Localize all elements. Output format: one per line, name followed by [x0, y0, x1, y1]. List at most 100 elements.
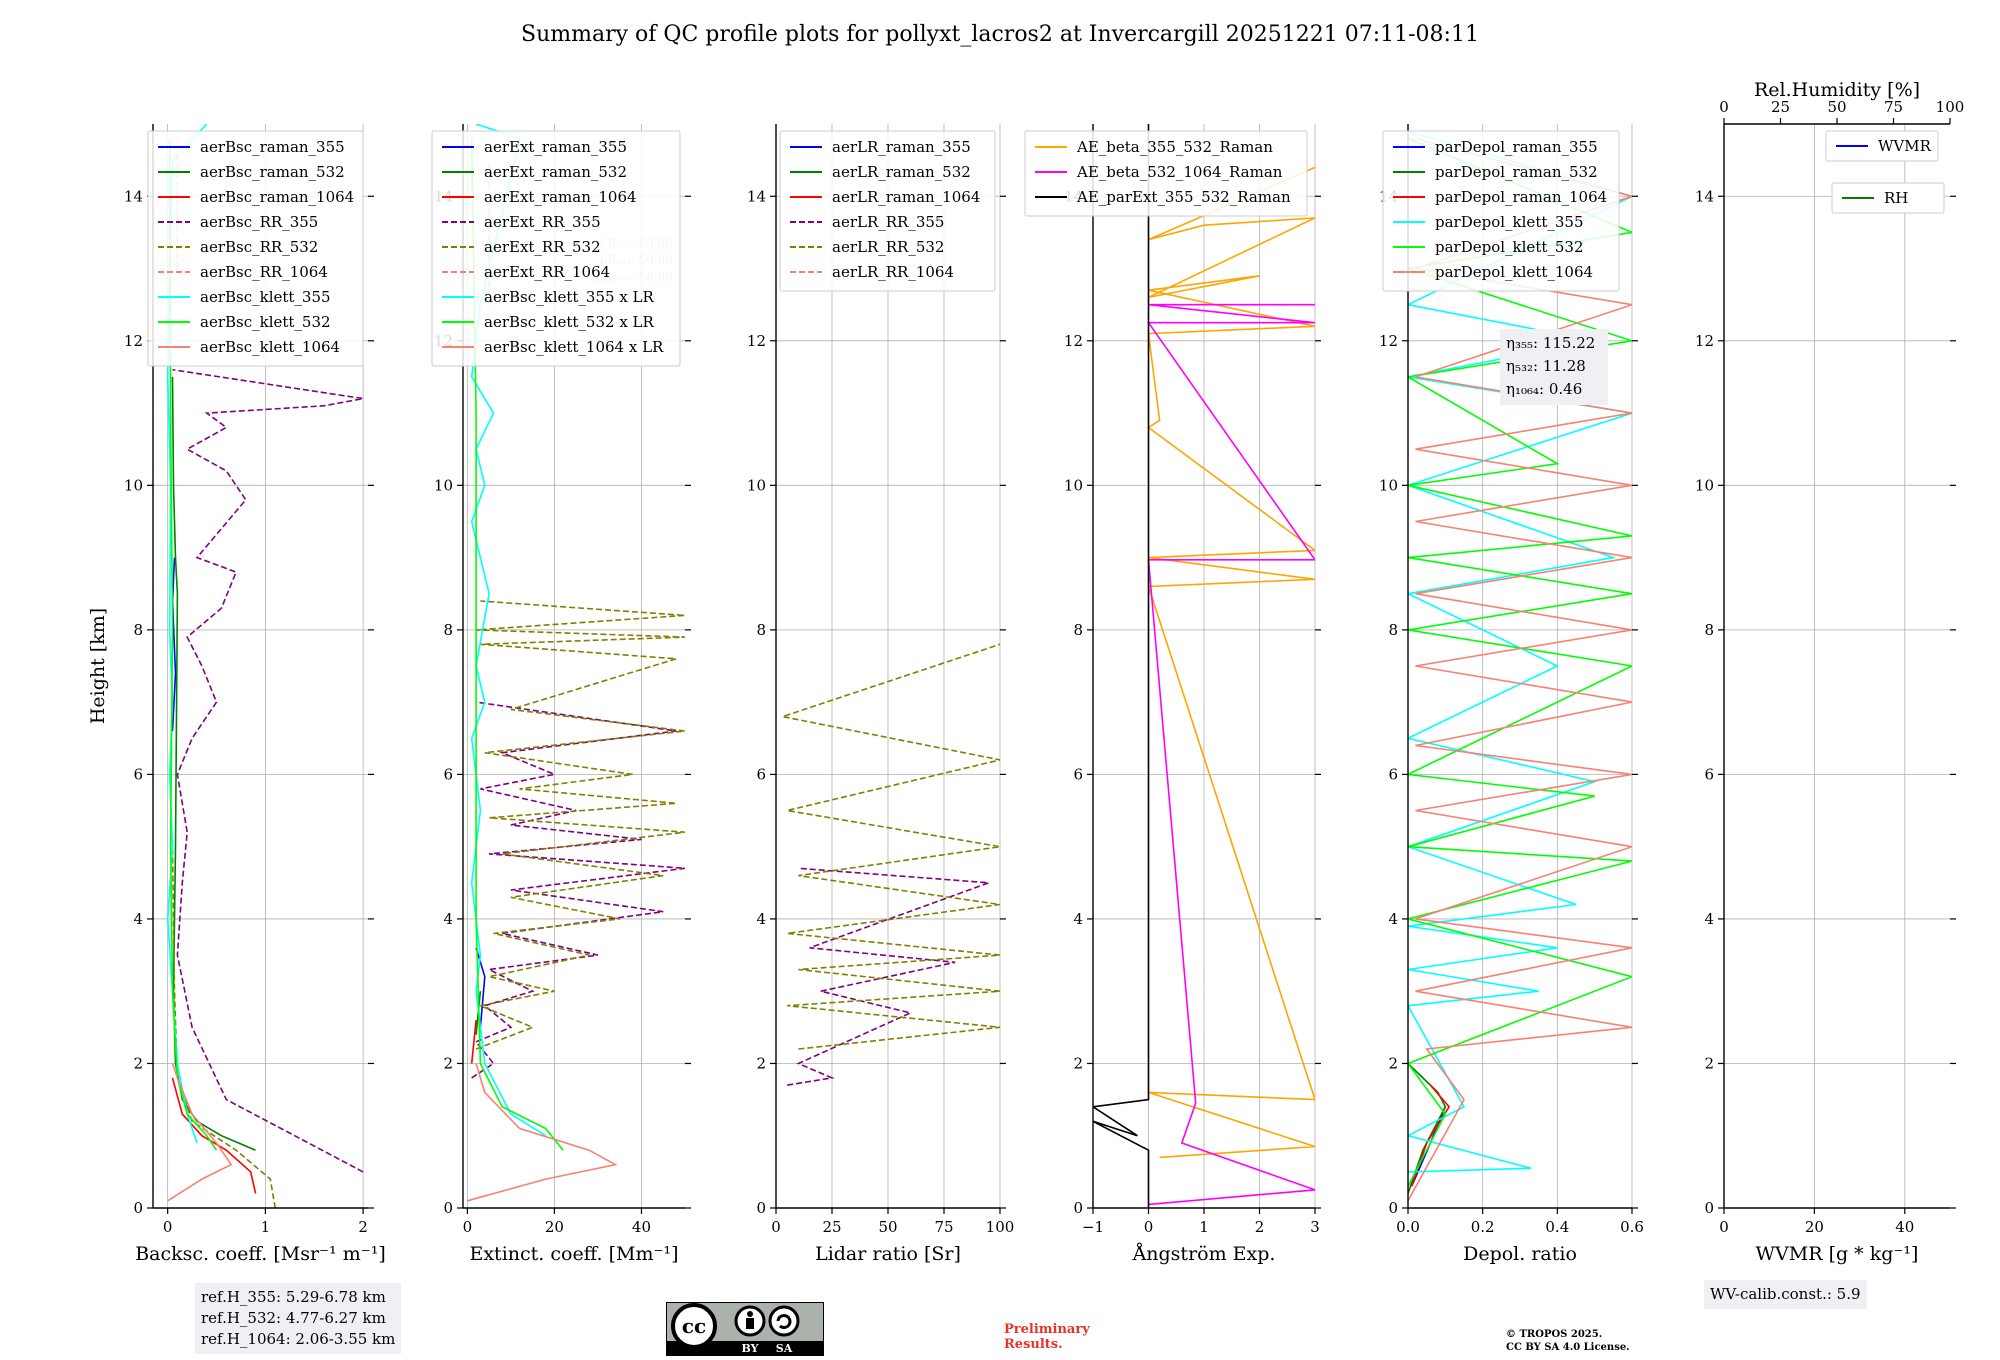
legend-lr: [779, 130, 996, 292]
ytick-label-lr-3: 6: [756, 765, 766, 783]
ytick-label-bsc-0: 0: [133, 1199, 143, 1217]
legend-bsc: [147, 130, 364, 367]
legend-label-bsc-5: aerBsc_RR_1064: [200, 263, 328, 281]
ytick-label-depol-4: 8: [1388, 621, 1398, 639]
series-bsc-7: [168, 138, 218, 1151]
legend-label-bsc-6: aerBsc_klett_355: [200, 288, 331, 306]
ytick-label-ext-2: 4: [443, 910, 453, 928]
eta-1: η₅₃₂: 11.28: [1506, 357, 1586, 375]
ytick-label-depol-1: 2: [1388, 1054, 1398, 1072]
panel-ext: 0204002468101214Extinct. coeff. [Mm⁻¹]LR…: [431, 124, 691, 1265]
legend-label-bsc-4: aerBsc_RR_532: [200, 238, 318, 256]
ytick-label-lr-2: 4: [756, 910, 766, 928]
xtick-label-wv-1: 20: [1805, 1218, 1824, 1236]
ytick-label-ae-4: 8: [1073, 621, 1083, 639]
legend-label-bsc-8: aerBsc_klett_1064: [200, 338, 340, 356]
series-bsc-3: [172, 368, 364, 1173]
series-ext-4: [475, 600, 685, 1050]
ytick-label-depol-6: 12: [1379, 332, 1398, 350]
ytick-label-depol-0: 0: [1388, 1199, 1398, 1217]
legend-label-depol-2: parDepol_raman_1064: [1435, 188, 1607, 206]
ytick-label-lr-5: 10: [747, 476, 766, 494]
panel-depol: 0.00.20.40.602468101214Depol. ratioη₃₅₅:…: [1379, 124, 1644, 1265]
ytick-label-bsc-1: 2: [133, 1054, 143, 1072]
ytick-label-bsc-6: 12: [124, 332, 143, 350]
legend-label-ae-0: AE_beta_355_532_Raman: [1076, 138, 1273, 156]
panel-wv: 0 20 40 0 2 4 6 8 10 12 14 0 25 50 75 100 Rel.Humidity […: [1695, 79, 1964, 1265]
ytick-label-bsc-2: 4: [133, 910, 143, 928]
xtick-label-ae-2: 1: [1199, 1218, 1209, 1236]
ytick-label-ext-4: 8: [443, 621, 453, 639]
ytick-label-wv-0: 0: [1704, 1199, 1714, 1217]
ytick-label-depol-3: 6: [1388, 765, 1398, 783]
series-lr-4: [779, 643, 1000, 1050]
series-ae-0: [1147, 166, 1315, 1159]
legend-label-ext-1: aerExt_raman_532: [484, 163, 627, 181]
ref-height-1064: ref.H_1064: 2.06-3.55 km: [201, 1330, 396, 1348]
xlabel-ae: Ångström Exp.: [1132, 1243, 1276, 1265]
series-ae-2: [1093, 124, 1150, 1208]
wv-calib-box: WV-calib.const.: 5.9: [1704, 1280, 1867, 1309]
ref-height-532: ref.H_532: 4.77-6.27 km: [201, 1309, 386, 1327]
legend-label-lr-1: aerLR_raman_532: [832, 163, 971, 181]
legend-box-wv-0: [1825, 130, 1939, 162]
svg-text:cc: cc: [682, 1314, 706, 1338]
preliminary-line-1: Preliminary: [1004, 1322, 1090, 1337]
preliminary-note: Preliminary Results.: [1004, 1322, 1090, 1352]
xtick-label-ext-2: 40: [632, 1218, 651, 1236]
legend-label-lr-0: aerLR_raman_355: [832, 138, 971, 156]
panel-lr: 0 25 50 75 100 0 2 4 6 8 10 12 14 Lidar ratio [Sr] aer…: [747, 124, 1014, 1265]
figure-title: Summary of QC profile plots for pollyxt_…: [521, 22, 1479, 47]
xtick-label-ae-1: 0: [1144, 1218, 1154, 1236]
series-depol-1: [1408, 1062, 1447, 1194]
series-lr-3: [787, 867, 990, 1086]
xtick-label-bsc-1: 1: [261, 1218, 271, 1236]
ytick-label-bsc-4: 8: [133, 621, 143, 639]
xtick-label-lr-0: 0: [771, 1218, 781, 1236]
ytick-label-ext-0: 0: [443, 1199, 453, 1217]
legend-label-ext-8: aerBsc_klett_1064 x LR: [484, 338, 664, 356]
top-tick-label-0: 0: [1719, 98, 1729, 116]
ytick-label-ext-3: 6: [443, 765, 453, 783]
ytick-label-wv-4: 8: [1704, 621, 1714, 639]
ytick-label-depol-5: 10: [1379, 476, 1398, 494]
legend-label-wv-0: WVMR: [1878, 137, 1932, 155]
legend-label-bsc-0: aerBsc_raman_355: [200, 138, 345, 156]
xtick-label-depol-2: 0.4: [1545, 1218, 1569, 1236]
series-ext-0: [475, 947, 486, 1028]
ytick-label-bsc-3: 6: [133, 765, 143, 783]
legend-label-lr-2: aerLR_raman_1064: [832, 188, 980, 206]
ylabel-bsc: Height [km]: [87, 608, 109, 724]
legend-label-lr-3: aerLR_RR_355: [832, 213, 944, 231]
series-bsc-1: [171, 376, 256, 1151]
ytick-label-bsc-7: 14: [124, 187, 143, 205]
legend-ext: [431, 130, 681, 367]
reference-height-box: ref.H_355: 5.29-6.78 km ref.H_532: 4.77-…: [195, 1283, 402, 1354]
series-bsc-2: [171, 1077, 257, 1194]
ytick-label-ae-0: 0: [1073, 1199, 1083, 1217]
series-bsc-0: [171, 557, 177, 732]
legend-label-lr-4: aerLR_RR_532: [832, 238, 944, 256]
copyright-line-2: CC BY SA 4.0 License.: [1506, 1342, 1630, 1353]
xtick-label-depol-3: 0.6: [1620, 1218, 1644, 1236]
xtick-label-lr-4: 100: [986, 1218, 1015, 1236]
legend-label-depol-0: parDepol_raman_355: [1435, 138, 1598, 156]
series-depol-5: [1408, 137, 1632, 1202]
ytick-label-depol-2: 4: [1388, 910, 1398, 928]
ytick-label-wv-6: 12: [1695, 332, 1714, 350]
copyright-line-1: © TROPOS 2025.: [1506, 1329, 1603, 1340]
xtick-label-depol-1: 0.2: [1471, 1218, 1495, 1236]
ytick-label-ae-1: 2: [1073, 1054, 1083, 1072]
top-tick-label-4: 100: [1936, 98, 1965, 116]
ytick-label-wv-5: 10: [1695, 476, 1714, 494]
xtick-label-lr-2: 50: [878, 1218, 897, 1236]
ytick-label-bsc-5: 10: [124, 476, 143, 494]
ytick-label-wv-7: 14: [1695, 187, 1714, 205]
xtick-label-wv-2: 40: [1895, 1218, 1914, 1236]
copyright-note: © TROPOS 2025. CC BY SA 4.0 License.: [1506, 1328, 1630, 1354]
legend-box-wv-1: [1831, 182, 1945, 214]
cc-sa-label: SA: [776, 1342, 793, 1355]
legend-label-wv-1: RH: [1884, 189, 1908, 207]
